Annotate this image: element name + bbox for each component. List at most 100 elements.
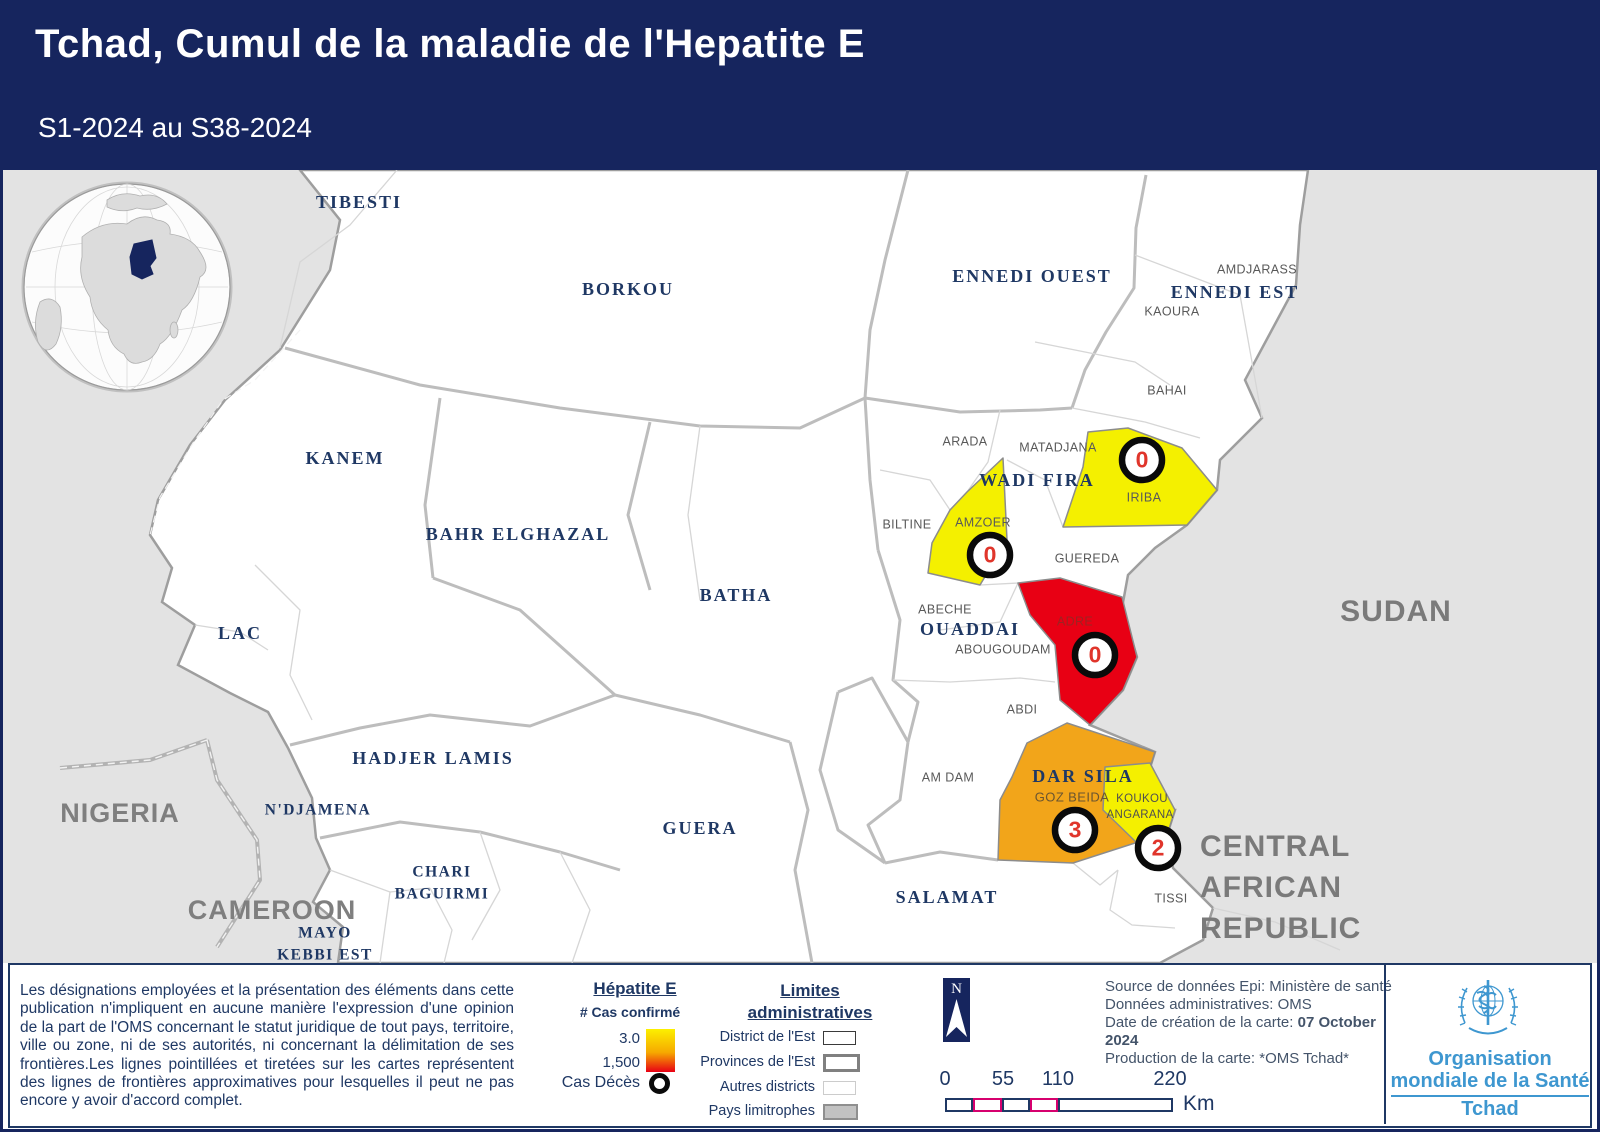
- limits-title: Limites administratives: [720, 980, 900, 1024]
- case-marker: 2: [1134, 824, 1182, 872]
- case-marker: 0: [1071, 631, 1119, 679]
- map-label: ENNEDI EST: [1171, 282, 1300, 302]
- svg-text:0: 0: [1089, 642, 1102, 668]
- case-marker: 0: [1118, 436, 1166, 484]
- who-org-line2: mondiale de la Santé: [1380, 1070, 1600, 1097]
- scale-tick: 110: [1042, 1068, 1074, 1090]
- provinces-est-swatch: [823, 1054, 860, 1072]
- map-label: ENNEDI OUEST: [952, 266, 1112, 286]
- legend-gradient-swatch: [646, 1029, 675, 1072]
- legend-title: Hépatite E: [593, 979, 677, 998]
- globe-chad-highlight: [129, 239, 157, 280]
- header: Tchad, Cumul de la maladie de l'Hepatite…: [0, 0, 1600, 170]
- chad-map: 0 0 0 3 2 TIBESTI BORKOU ENNEDI OUEST ENNEDI ES…: [0, 170, 1600, 963]
- scale-segment: [945, 1098, 973, 1112]
- source-date-value: 07 October 2024: [1105, 1014, 1376, 1049]
- district-dar-sila: [997, 722, 1161, 864]
- scale-segment: [973, 1098, 1002, 1112]
- map-label: ANGARANA: [1107, 809, 1174, 821]
- limits-item-label: Pays limitrophes: [708, 1103, 815, 1119]
- map-label: NIGERIA: [60, 798, 180, 828]
- map-label: AFRICAN: [1200, 871, 1342, 904]
- case-markers: 0 0 0 3 2: [966, 436, 1182, 872]
- map-label: KANEM: [306, 448, 385, 468]
- map-label: KAOURA: [1144, 304, 1199, 318]
- map-label: KOUKOU: [1116, 793, 1168, 805]
- map-label: IRIBA: [1127, 490, 1162, 504]
- map-label: AMDJARASS: [1217, 262, 1297, 276]
- limits-title-line1: Limites: [780, 981, 840, 1000]
- svg-text:N: N: [951, 981, 962, 997]
- globe-africa: [80, 216, 207, 364]
- map-label: OUADDAI: [920, 619, 1020, 639]
- source-info: Source de données Epi: Ministère de sant…: [1105, 978, 1405, 1068]
- scale-segment: [1002, 1098, 1030, 1112]
- map-label: MATADJANA: [1019, 440, 1097, 454]
- globe-inset: [21, 181, 233, 393]
- source-date-prefix: Date de création de la carte:: [1105, 1014, 1298, 1031]
- svg-text:0: 0: [984, 542, 997, 568]
- map-label: N'DJAMENA: [265, 802, 372, 819]
- case-marker: 0: [966, 531, 1014, 579]
- map-label: CENTRAL: [1200, 830, 1350, 863]
- svg-text:2: 2: [1152, 835, 1165, 861]
- map-label: TIBESTI: [316, 192, 402, 212]
- source-line: Source de données Epi: Ministère de sant…: [1105, 978, 1392, 995]
- who-org-line2-text: mondiale de la Santé: [1390, 1070, 1590, 1097]
- disclaimer-text: Les désignations employées et la présent…: [20, 982, 514, 1110]
- legend-deaths-label: Cas Décès: [561, 1074, 640, 1091]
- scale-segment: [1058, 1098, 1173, 1112]
- deaths-circle-icon: [649, 1073, 670, 1094]
- autres-districts-swatch: [823, 1081, 856, 1095]
- map-label: DAR SILA: [1032, 766, 1134, 786]
- north-arrow-icon: N: [943, 978, 970, 1042]
- globe-south-america: [35, 298, 62, 351]
- source-line: Données administratives: OMS: [1105, 996, 1312, 1013]
- map-label: BAHR ELGHAZAL: [426, 524, 611, 544]
- district-borders: [194, 170, 1341, 963]
- globe-madagascar: [169, 321, 179, 339]
- map-label: WADI FIRA: [979, 470, 1095, 490]
- map-label: BAHAI: [1147, 383, 1187, 397]
- map-label: ABECHE: [918, 602, 972, 616]
- footer-divider: [1384, 965, 1386, 1124]
- affected-districts: [927, 427, 1218, 864]
- map-label: SUDAN: [1340, 595, 1452, 628]
- scale-segment: [1030, 1098, 1058, 1112]
- who-country: Tchad: [1461, 1098, 1519, 1120]
- map-label: TISSI: [1154, 891, 1187, 905]
- map-label: GUERA: [662, 818, 737, 838]
- map-label: ADRE: [1057, 614, 1093, 628]
- map-label: BAGUIRMI: [395, 886, 490, 903]
- limits-item-label: Provinces de l'Est: [700, 1054, 815, 1070]
- map-label: ARADA: [942, 434, 987, 448]
- map-labels: TIBESTI BORKOU ENNEDI OUEST ENNEDI EST AMDJA…: [60, 192, 1452, 963]
- map-label: AMZOER: [955, 515, 1011, 529]
- limits-item-label: Autres districts: [719, 1079, 815, 1095]
- date-range: S1-2024 au S38-2024: [38, 112, 312, 143]
- who-org-line1: Organisation: [1428, 1048, 1552, 1070]
- map-label: REPUBLIC: [1200, 912, 1361, 945]
- source-line: Production de la carte: *OMS Tchad*: [1105, 1050, 1350, 1067]
- map-label: CHARI: [412, 864, 471, 881]
- legend-scale-min: 3.0: [619, 1030, 640, 1047]
- scale-tick: 55: [991, 1068, 1015, 1090]
- who-emblem-icon: [1458, 980, 1518, 1035]
- map-label: ABDI: [1007, 702, 1038, 716]
- map-label: GUEREDA: [1055, 551, 1120, 565]
- map-label: KEBBI EST: [277, 947, 373, 963]
- map-label: AM DAM: [922, 770, 974, 784]
- footer-panel: [8, 963, 1592, 1128]
- map-label: MAYO: [298, 925, 352, 942]
- svg-text:0: 0: [1136, 447, 1149, 473]
- source-line: Date de création de la carte: 07 October…: [1105, 1014, 1405, 1050]
- map-label: SALAMAT: [896, 887, 999, 907]
- map-label: GOZ BEIDA: [1035, 789, 1109, 804]
- map-label: LAC: [218, 623, 262, 643]
- svg-text:3: 3: [1069, 817, 1082, 843]
- limits-item-label: District de l'Est: [719, 1029, 815, 1045]
- map-label: CAMEROON: [188, 895, 357, 925]
- scale-unit: Km: [1183, 1092, 1215, 1115]
- page-title: Tchad, Cumul de la maladie de l'Hepatite…: [35, 22, 865, 66]
